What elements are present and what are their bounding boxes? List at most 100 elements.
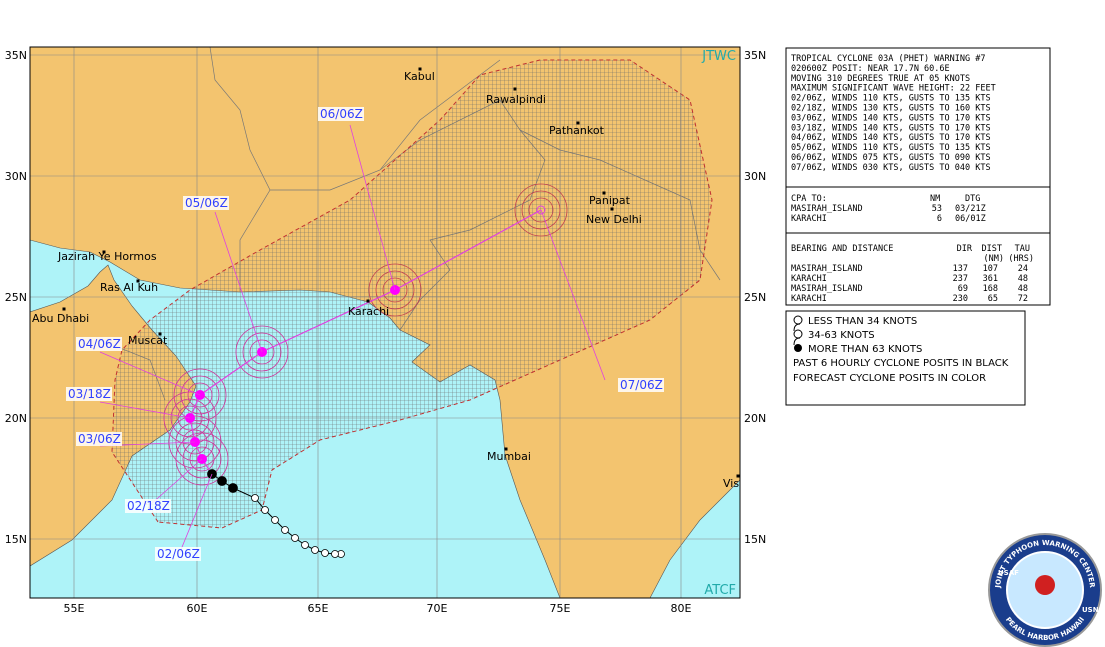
wind-radius bbox=[182, 439, 222, 479]
wind-radius bbox=[173, 368, 227, 422]
wind-radius bbox=[163, 391, 217, 445]
past-posit bbox=[301, 541, 309, 549]
lat-label: 35N bbox=[744, 49, 766, 62]
wind-radius bbox=[368, 263, 422, 317]
graticule bbox=[30, 47, 740, 598]
legend-entry: FORECAST CYCLONE POSITS IN COLOR bbox=[793, 373, 986, 384]
place-label: Abu Dhabi bbox=[32, 312, 89, 325]
place-dot bbox=[136, 279, 140, 283]
lat-label: 25N bbox=[744, 291, 766, 304]
place-label: Pathankot bbox=[549, 124, 605, 137]
logo-text: USAF bbox=[998, 569, 1019, 577]
legend-symbol bbox=[794, 344, 802, 352]
label-bg bbox=[155, 547, 201, 561]
label-leader bbox=[540, 209, 606, 381]
bearing-cell: 137 bbox=[953, 264, 968, 274]
wind-radius bbox=[235, 325, 289, 379]
lat-label: 20N bbox=[5, 412, 27, 425]
label-bg bbox=[183, 196, 229, 210]
place-dot bbox=[576, 121, 580, 125]
cpa-cell: 06/01Z bbox=[955, 214, 986, 224]
wind-radius bbox=[242, 332, 282, 372]
place-label: Jazirah Ye Hormos bbox=[57, 250, 157, 263]
place-dot bbox=[610, 207, 614, 211]
place-dot bbox=[158, 332, 162, 336]
place-dot bbox=[602, 191, 606, 195]
cpa-cell: 53 bbox=[932, 204, 942, 214]
label-leader bbox=[214, 211, 263, 353]
bearing-cell: 168 bbox=[983, 284, 998, 294]
lat-label: 25N bbox=[5, 291, 27, 304]
bearing-cell: 230 bbox=[953, 294, 968, 304]
warning-box bbox=[785, 47, 1051, 306]
bearing-subheader: (HRS) bbox=[1008, 254, 1034, 264]
past-posit bbox=[261, 506, 269, 514]
place-dot bbox=[62, 307, 66, 311]
forecast-posit bbox=[536, 205, 546, 215]
place-label: Vis bbox=[723, 477, 739, 490]
logo: JOINT TYPHOON WARNING CENTER PEARL HARBO… bbox=[988, 533, 1102, 647]
warning-line: 06/06Z, WINDS 075 KTS, GUSTS TO 090 KTS bbox=[791, 153, 991, 163]
bearing-cell: 69 bbox=[958, 284, 968, 294]
place-dot bbox=[736, 474, 740, 478]
watermark: JTWC bbox=[701, 49, 736, 64]
cpa-cell: 6 bbox=[937, 214, 942, 224]
warning-line: 02/18Z, WINDS 130 KTS, GUSTS TO 160 KTS bbox=[791, 104, 991, 114]
place-label: Karachi bbox=[348, 305, 389, 318]
past-posit bbox=[251, 494, 259, 502]
label-bg bbox=[66, 387, 112, 401]
place-label: Rawalpindi bbox=[486, 93, 546, 106]
place-dot bbox=[418, 67, 422, 71]
legend-entry: MORE THAN 63 KNOTS bbox=[808, 344, 922, 355]
label-bg bbox=[125, 499, 171, 513]
bearing-cell: 48 bbox=[1018, 284, 1028, 294]
label-leader bbox=[99, 401, 191, 419]
track-label: 04/06Z bbox=[78, 337, 121, 351]
warning-line: MAXIMUM SIGNIFICANT WAVE HEIGHT: 22 FEET bbox=[791, 84, 996, 94]
bearing-cell: 107 bbox=[983, 264, 998, 274]
past-posit bbox=[321, 549, 329, 557]
bearing-header: DIR bbox=[957, 244, 973, 254]
place-label: Panipat bbox=[589, 194, 631, 207]
warning-line: 04/06Z, WINDS 140 KTS, GUSTS TO 170 KTS bbox=[791, 133, 991, 143]
cpa-cell: 03/21Z bbox=[955, 204, 986, 214]
bearing-header: BEARING AND DISTANCE bbox=[791, 244, 893, 254]
warning-line: 03/06Z, WINDS 140 KTS, GUSTS TO 170 KTS bbox=[791, 113, 991, 123]
bearing-cell: KARACHI bbox=[791, 294, 827, 304]
lon-label: 75E bbox=[550, 602, 571, 615]
map bbox=[30, 47, 740, 598]
bearing-header: TAU bbox=[1015, 244, 1030, 254]
lat-label: 35N bbox=[5, 49, 27, 62]
bearing-cell: 72 bbox=[1018, 294, 1028, 304]
bearing-cell: MASIRAH_ISLAND bbox=[791, 284, 863, 294]
track-label: 03/18Z bbox=[68, 387, 111, 401]
watermark: ATCF bbox=[704, 583, 736, 598]
map-frame bbox=[29, 46, 741, 599]
legend-entry: 34-63 KNOTS bbox=[808, 330, 875, 341]
wind-radius bbox=[180, 375, 220, 415]
wind-radius bbox=[170, 398, 210, 438]
bearing-cell: MASIRAH_ISLAND bbox=[791, 264, 863, 274]
lat-label: 15N bbox=[744, 533, 766, 546]
label-leader bbox=[149, 458, 203, 506]
track-label: 03/06Z bbox=[78, 432, 121, 446]
lat-label: 30N bbox=[5, 170, 27, 183]
bearing-cell: 65 bbox=[988, 294, 998, 304]
label-leader bbox=[99, 351, 201, 396]
track-label: 06/06Z bbox=[320, 107, 363, 121]
lon-label: 80E bbox=[671, 602, 692, 615]
bearing-cell: 24 bbox=[1018, 264, 1028, 274]
lon-label: 60E bbox=[187, 602, 208, 615]
danger-area bbox=[111, 59, 713, 529]
lon-label: 70E bbox=[427, 602, 448, 615]
warning-line: 03/18Z, WINDS 140 KTS, GUSTS TO 170 KTS bbox=[791, 123, 991, 133]
place-label: New Delhi bbox=[586, 213, 642, 226]
wind-radius bbox=[175, 422, 215, 462]
label-leader bbox=[179, 473, 213, 553]
label-leader bbox=[349, 124, 396, 291]
legend-box bbox=[785, 310, 1026, 406]
bearing-header: DIST bbox=[982, 244, 1002, 254]
wind-radius bbox=[189, 446, 215, 472]
place-dot bbox=[513, 87, 517, 91]
